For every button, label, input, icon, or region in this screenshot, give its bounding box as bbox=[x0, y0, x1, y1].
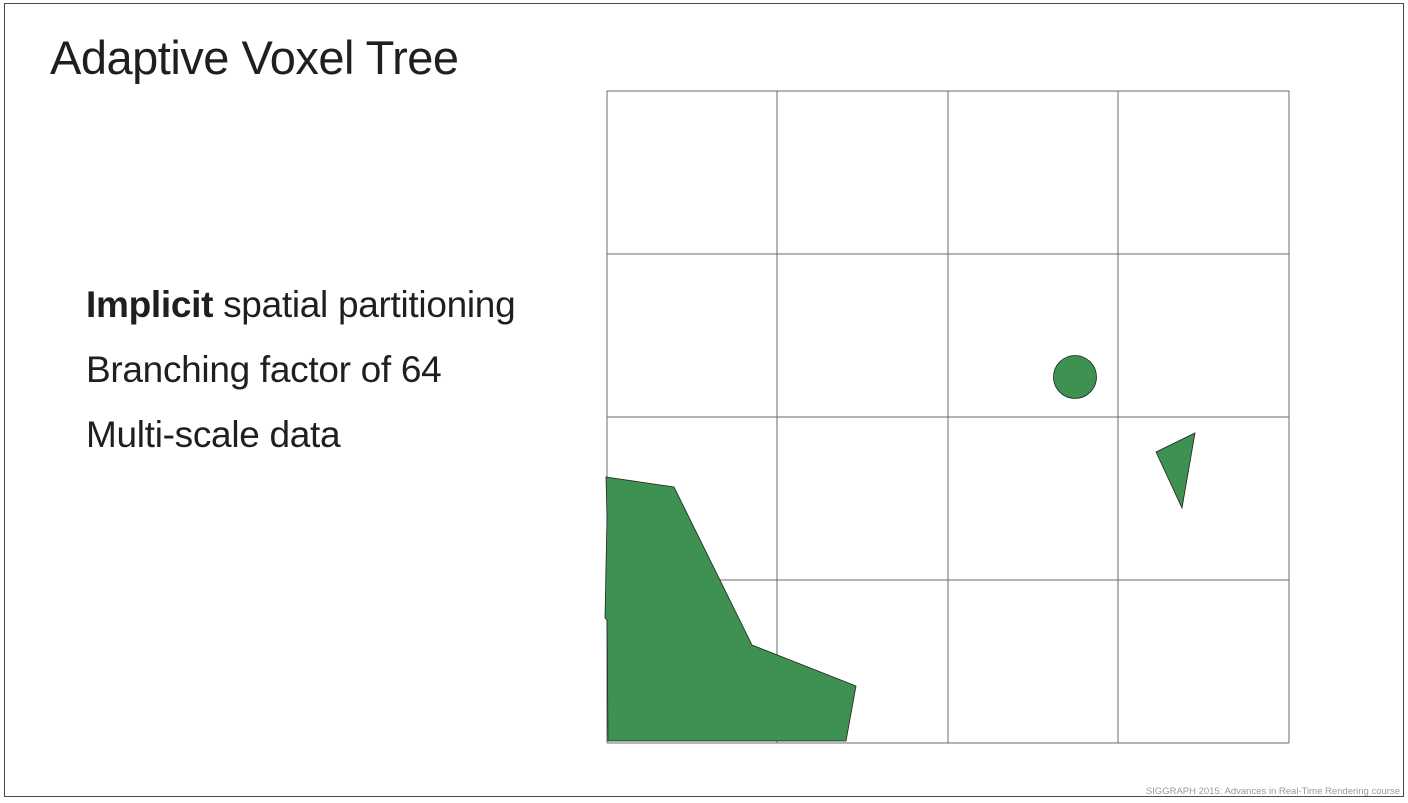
terrain-polygon bbox=[604, 476, 857, 742]
bullet-text: Branching factor of 64 bbox=[86, 349, 442, 390]
slide-title: Adaptive Voxel Tree bbox=[50, 31, 459, 84]
bullet-item-multiscale: Multi-scale data bbox=[86, 402, 515, 467]
sphere-shape bbox=[1053, 355, 1097, 399]
bullet-bold: Implicit bbox=[86, 284, 214, 325]
bullet-item-branching: Branching factor of 64 bbox=[86, 337, 515, 402]
footer-credit: SIGGRAPH 2015: Advances in Real-Time Ren… bbox=[1145, 786, 1400, 797]
triangle-shape bbox=[1155, 432, 1196, 510]
bullet-item-implicit: Implicit spatial partitioning bbox=[86, 272, 516, 337]
bullet-text: spatial partitioning bbox=[213, 284, 516, 325]
bullet-text: Multi-scale data bbox=[86, 414, 341, 455]
shapes-layer bbox=[604, 355, 1196, 742]
bullet-list: Implicit spatial partitioning Branching … bbox=[86, 272, 516, 467]
